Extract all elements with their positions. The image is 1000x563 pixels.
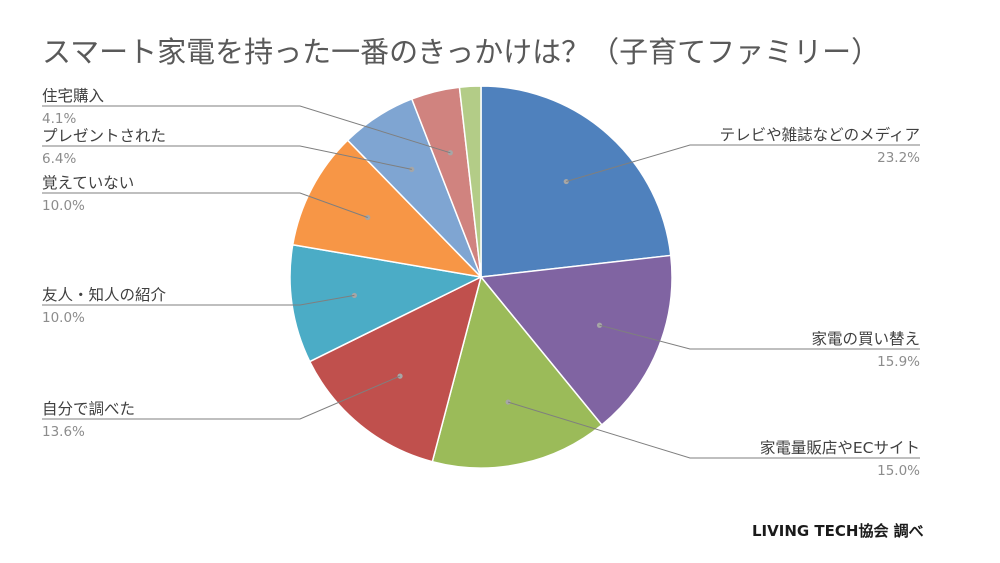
pie-slice [308, 275, 483, 463]
slice-label: テレビや雑誌などのメディア [720, 125, 920, 144]
slice-value-label: 15.9% [877, 354, 920, 370]
pie-slice [458, 85, 482, 278]
source-note: LIVING TECH協会 調べ [752, 522, 924, 540]
slice-value-label: 13.6% [42, 424, 85, 440]
pie-slice [479, 254, 673, 426]
slice-value-label: 6.4% [42, 151, 76, 167]
leader-dot [397, 373, 403, 379]
slice-label: プレゼントされた [42, 127, 166, 145]
slice-value-label: 10.0% [42, 310, 85, 326]
leader-line [42, 105, 451, 154]
slice-label: 自分で調べた [42, 400, 135, 418]
leader-line [42, 192, 368, 218]
leader-line [599, 324, 920, 350]
slice-label: 覚えていない [42, 174, 134, 192]
leader-line [42, 375, 401, 420]
chart-title: スマート家電を持った一番のきっかけは？（子育てファミリー） [42, 35, 880, 69]
slice-label: 友人・知人の紹介 [42, 286, 167, 304]
slice-value-label: 10.0% [42, 198, 85, 214]
leader-dot [365, 214, 371, 221]
pie-slice [480, 85, 672, 278]
slice-value-label: 23.2% [877, 150, 920, 166]
slice-label: 家電量販店やECサイト [760, 439, 920, 457]
slice-label: 住宅購入 [42, 87, 104, 105]
leader-line [507, 401, 920, 459]
leader-line [566, 144, 920, 182]
slice-value-label: 15.0% [877, 463, 920, 479]
pie-slice [291, 139, 484, 279]
leader-line [42, 145, 412, 170]
leader-dot [447, 150, 453, 156]
slice-label: 家電の買い替え [811, 330, 920, 348]
leader-line [42, 294, 355, 306]
pie-slice [289, 243, 484, 363]
pie-slice [431, 275, 603, 469]
slice-value-label: 4.1% [42, 111, 76, 127]
